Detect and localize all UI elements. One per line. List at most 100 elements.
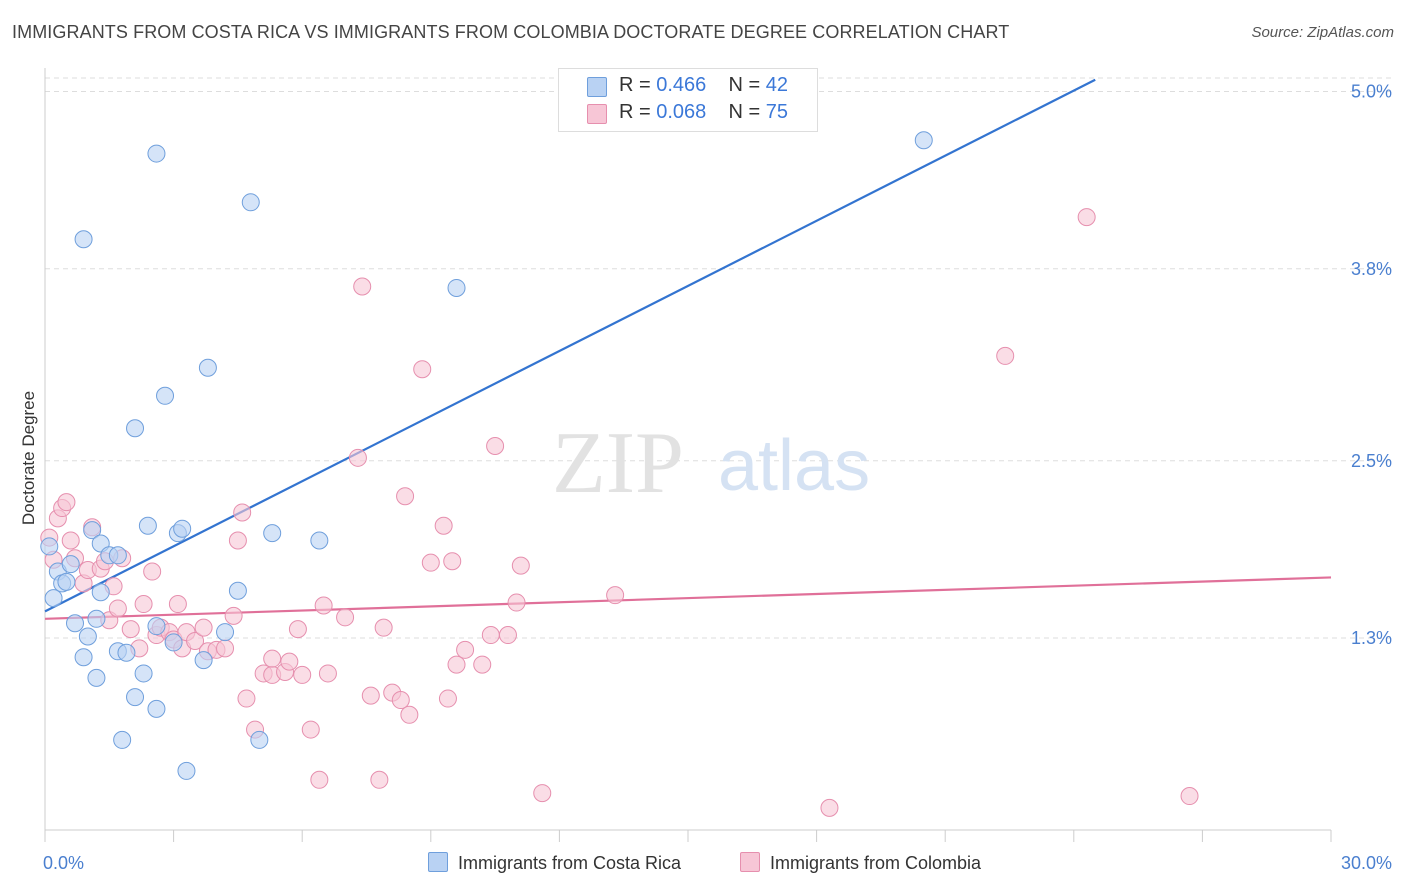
y-axis-label: Doctorate Degree <box>19 391 38 525</box>
point-colombia <box>348 448 367 467</box>
trend-line-costa-rica <box>44 78 1096 613</box>
legend-r-label: R = <box>619 74 657 96</box>
point-colombia <box>820 798 839 817</box>
legend-r-value: 0.068 <box>656 101 707 123</box>
point-costa-rica <box>263 524 282 543</box>
point-colombia <box>293 665 312 684</box>
point-costa-rica <box>177 761 196 780</box>
point-costa-rica <box>113 730 132 749</box>
point-colombia <box>443 552 462 571</box>
point-costa-rica <box>447 278 466 297</box>
point-colombia <box>447 655 466 674</box>
point-colombia <box>263 649 282 668</box>
x-tick-label-min: 0.0% <box>43 853 84 873</box>
point-colombia <box>438 689 457 708</box>
point-colombia <box>61 531 80 550</box>
watermark-atlas: atlas <box>718 426 870 506</box>
point-costa-rica <box>40 537 59 556</box>
point-colombia <box>421 553 440 572</box>
point-colombia <box>310 770 329 789</box>
grid-layer <box>45 77 1392 639</box>
point-colombia <box>318 664 337 683</box>
point-colombia <box>606 586 625 605</box>
y-tick-label: 2.5% <box>1351 451 1392 471</box>
point-costa-rica <box>66 614 85 633</box>
point-colombia <box>533 784 552 803</box>
point-costa-rica <box>156 386 175 405</box>
point-colombia <box>353 277 372 296</box>
point-costa-rica <box>147 699 166 718</box>
point-costa-rica <box>126 688 145 707</box>
point-colombia <box>498 626 517 645</box>
point-colombia <box>400 705 419 724</box>
point-colombia <box>121 620 140 639</box>
point-colombia <box>1180 787 1199 806</box>
point-colombia <box>280 652 299 671</box>
point-costa-rica <box>78 627 97 646</box>
point-costa-rica <box>194 651 213 670</box>
point-costa-rica <box>74 230 93 249</box>
point-costa-rica <box>134 664 153 683</box>
points-layer <box>40 131 1199 817</box>
y-tick-label: 5.0% <box>1351 82 1392 102</box>
point-colombia <box>108 599 127 618</box>
point-colombia <box>224 606 243 625</box>
correlation-legend: R = 0.466 N = 42 R = 0.068 N = 75 <box>558 68 818 132</box>
point-colombia <box>301 720 320 739</box>
legend-r-label: R = <box>619 101 657 123</box>
point-colombia <box>314 596 333 615</box>
point-colombia <box>237 689 256 708</box>
point-colombia <box>233 503 252 522</box>
point-colombia <box>134 595 153 614</box>
point-colombia <box>336 608 355 627</box>
point-costa-rica <box>117 643 136 662</box>
legend-swatch-colombia <box>587 104 607 124</box>
point-costa-rica <box>61 555 80 574</box>
point-colombia <box>413 360 432 379</box>
legend-r-value: 0.466 <box>656 74 707 96</box>
y-tick-label: 3.8% <box>1351 259 1392 279</box>
point-colombia <box>168 595 187 614</box>
point-colombia <box>194 618 213 637</box>
watermark: ZIP atlas <box>552 415 870 512</box>
legend-n-label: N = <box>728 101 766 123</box>
trend-lines <box>44 78 1332 620</box>
x-tick-label-max: 30.0% <box>1341 853 1392 873</box>
point-costa-rica <box>173 519 192 538</box>
point-colombia <box>374 618 393 637</box>
point-costa-rica <box>108 546 127 565</box>
point-colombia <box>507 593 526 612</box>
axis-layer <box>44 68 1332 842</box>
point-colombia <box>1077 208 1096 227</box>
point-colombia <box>511 556 530 575</box>
point-colombia <box>481 626 500 645</box>
point-costa-rica <box>126 419 145 438</box>
point-colombia <box>473 655 492 674</box>
point-costa-rica <box>57 572 76 591</box>
point-costa-rica <box>138 516 157 535</box>
point-colombia <box>434 516 453 535</box>
point-colombia <box>996 346 1015 365</box>
chart-source: Source: ZipAtlas.com <box>1251 24 1394 41</box>
point-costa-rica <box>87 668 106 687</box>
point-costa-rica <box>310 531 329 550</box>
watermark-zip: ZIP <box>552 415 684 512</box>
legend-swatch-costa-rica <box>587 77 607 97</box>
point-colombia <box>486 437 505 455</box>
bottom-legend-swatch-colombia <box>740 852 760 872</box>
point-costa-rica <box>164 633 183 652</box>
tick-labels: 1.3% 2.5% 3.8% 5.0% 0.0% 30.0% <box>43 82 1392 873</box>
bottom-legend-swatch-costa-rica <box>428 852 448 872</box>
point-costa-rica <box>216 623 235 642</box>
point-colombia <box>288 620 307 639</box>
point-costa-rica <box>914 131 933 150</box>
bottom-legend-label-colombia: Immigrants from Colombia <box>770 853 982 873</box>
point-costa-rica <box>87 609 106 628</box>
point-colombia <box>396 487 415 506</box>
point-costa-rica <box>228 581 247 600</box>
point-costa-rica <box>250 730 269 749</box>
trend-line-colombia <box>44 576 1332 620</box>
legend-n-value: 75 <box>765 101 789 123</box>
point-colombia <box>456 640 475 659</box>
